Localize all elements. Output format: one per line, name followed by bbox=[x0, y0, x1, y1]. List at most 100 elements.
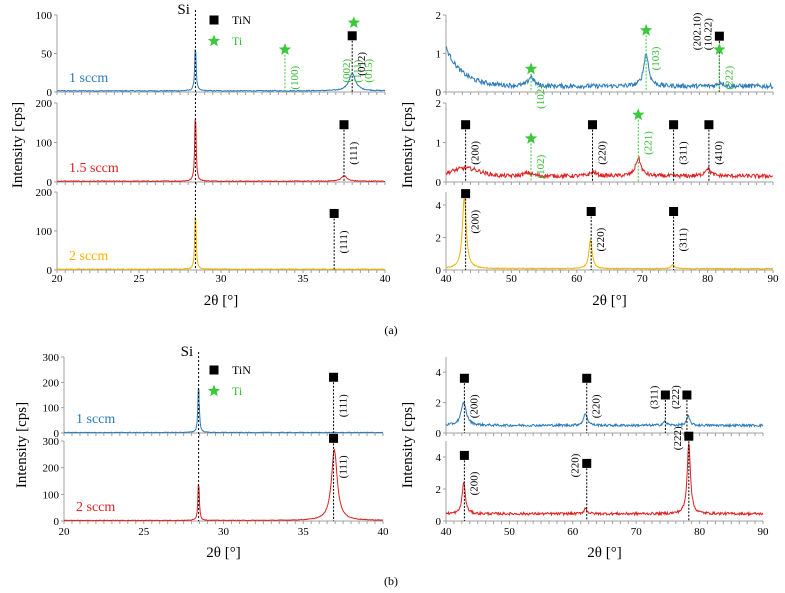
legend-tin-label: TiN bbox=[232, 13, 251, 27]
x-tick-label: 30 bbox=[218, 526, 230, 538]
peak-label-line: (100) bbox=[289, 65, 301, 89]
tin-marker bbox=[329, 208, 339, 218]
tin-marker bbox=[684, 431, 694, 441]
peak-label: (222) bbox=[723, 65, 735, 89]
peak-label-line: (202.10) bbox=[691, 12, 703, 50]
peak-label-line: (311) bbox=[678, 228, 690, 252]
chart-b-right: 0 2 4 (200) (220) (311) (222) 0 2 4 (200) (220) (222… bbox=[436, 357, 770, 561]
x-tick-label: 40 bbox=[441, 526, 453, 538]
peak-label-line: (111) bbox=[338, 455, 350, 478]
peak-label: (200) bbox=[468, 471, 480, 495]
peak-label-line: (311) bbox=[648, 385, 660, 409]
x-tick-label: 70 bbox=[631, 526, 643, 538]
panel: 0 2 4 (200) (220) (311) bbox=[436, 189, 774, 277]
peak-label: (311) bbox=[648, 385, 660, 409]
legend-ti-label: Ti bbox=[232, 34, 243, 48]
peak-label: (100) bbox=[289, 65, 301, 89]
panel: 0 2 4 (200) (220) (222) bbox=[436, 426, 764, 528]
peak-label-line: (220) bbox=[596, 141, 608, 165]
x-tick-label: 90 bbox=[768, 273, 780, 285]
series-line bbox=[63, 388, 384, 434]
tin-marker bbox=[459, 373, 469, 383]
tin-marker bbox=[347, 31, 357, 41]
legend-tin-label: TiN bbox=[232, 363, 251, 377]
panel: 0 2 4 (200) (220) (311) (222) bbox=[436, 357, 764, 440]
x-tick-label: 40 bbox=[380, 273, 392, 285]
peak-label-line: (102) bbox=[535, 154, 547, 178]
y-tick-label: 300 bbox=[43, 352, 60, 364]
peak-label-line: (221) bbox=[642, 131, 654, 155]
tin-marker bbox=[461, 189, 471, 199]
y-tick-label: 1 bbox=[436, 138, 442, 150]
x-tick-label: 20 bbox=[52, 273, 64, 285]
y-tick-label: 100 bbox=[43, 403, 60, 415]
tin-marker bbox=[329, 372, 339, 382]
peak-label-line: (102) bbox=[535, 85, 547, 109]
y-tick-label: 2 bbox=[436, 233, 442, 245]
tin-marker bbox=[704, 120, 714, 130]
peak-label-line: (10.22) bbox=[702, 18, 714, 50]
x-tick-label: 50 bbox=[506, 273, 518, 285]
x-tick-label: 80 bbox=[694, 526, 706, 538]
tin-marker bbox=[459, 450, 469, 460]
ti-marker bbox=[524, 62, 538, 75]
tin-marker bbox=[339, 120, 349, 130]
ti-marker bbox=[639, 23, 653, 36]
y-tick-label: 200 bbox=[43, 377, 60, 389]
si-label: Si bbox=[181, 344, 194, 360]
peak-label-line: (200) bbox=[470, 209, 482, 233]
y-tick-label: 200 bbox=[36, 187, 53, 199]
peak-label-line: (222) bbox=[723, 65, 735, 89]
x-tick-label: 40 bbox=[378, 526, 390, 538]
panel: 0 100 200 (111) 1.5 sccm bbox=[36, 98, 386, 189]
series-line bbox=[56, 119, 385, 183]
peak-label: (311) bbox=[678, 228, 690, 252]
peak-label: (111) bbox=[338, 230, 350, 253]
x-tick-label: 40 bbox=[441, 273, 453, 285]
x-axis-label: 2θ [°] bbox=[206, 545, 240, 561]
y-tick-label: 100 bbox=[36, 10, 53, 22]
tin-marker bbox=[582, 373, 592, 383]
y-tick-label: 4 bbox=[436, 200, 442, 212]
peak-label: (200) bbox=[468, 394, 480, 418]
peak-label-line: (002) bbox=[341, 59, 353, 83]
x-tick-label: 70 bbox=[637, 273, 649, 285]
tin-marker bbox=[660, 390, 670, 400]
series-label: 1.5 sccm bbox=[69, 161, 119, 176]
peak-label-line: (111) bbox=[348, 141, 360, 164]
panel: 0 100 200 300 (111) 1 sccm bbox=[43, 352, 384, 440]
y-tick-label: 200 bbox=[43, 463, 60, 475]
peak-label-line: (111) bbox=[338, 230, 350, 253]
peak-label-line: (111) bbox=[338, 394, 350, 417]
y-tick-label: 100 bbox=[43, 489, 60, 501]
y-axis-label: Intensity [cps] bbox=[400, 402, 416, 488]
peak-label: (311) bbox=[678, 141, 690, 165]
peak-label: (111) bbox=[338, 455, 350, 478]
peak-label-line: (311) bbox=[678, 141, 690, 165]
peak-label: (410) bbox=[713, 141, 725, 165]
panel: 0 100 200 300 (111) 2 sccm bbox=[43, 433, 384, 528]
y-tick-label: 2 bbox=[436, 398, 442, 410]
y-tick-label: 0 bbox=[436, 428, 442, 440]
y-axis-label: Intensity [cps] bbox=[10, 102, 26, 188]
x-tick-label: 30 bbox=[216, 273, 228, 285]
y-axis-label: Intensity [cps] bbox=[14, 402, 30, 488]
y-tick-label: 100 bbox=[36, 138, 53, 150]
peak-label-line: (200) bbox=[468, 471, 480, 495]
x-tick-label: 90 bbox=[758, 526, 770, 538]
series-line bbox=[63, 448, 384, 522]
x-tick-label: 60 bbox=[567, 526, 579, 538]
ti-marker bbox=[524, 132, 538, 144]
y-tick-label: 0 bbox=[436, 87, 442, 99]
peak-label: (012) bbox=[356, 52, 368, 76]
peak-label-line: (220) bbox=[591, 394, 603, 418]
chart-a-right: 0 1 2 (102) (103) (202.10) (10.22) (222) 0 1 2 (200… bbox=[436, 10, 780, 309]
peak-label-line: (015) bbox=[363, 59, 375, 83]
panel: 0 1 2 (200) (102) (220) (221) (311) (410) bbox=[436, 98, 774, 189]
legend: TiN Ti bbox=[199, 9, 276, 55]
series-label: 2 sccm bbox=[76, 500, 115, 515]
y-tick-label: 2 bbox=[436, 484, 442, 496]
y-tick-label: 0 bbox=[54, 428, 60, 440]
y-tick-label: 0 bbox=[47, 265, 53, 277]
